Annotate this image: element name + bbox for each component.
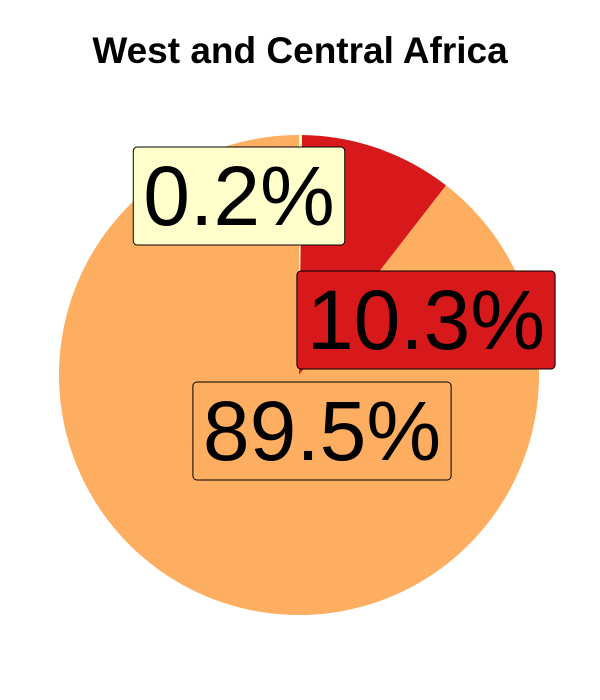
slice-label-text: 10.3% [307,273,545,367]
slice-label-box [132,146,346,246]
slice-data-label: 89.5% [192,381,452,481]
slice-label-text: 89.5% [203,384,441,478]
pie-slice [58,135,539,615]
slice-label-text: 0.2% [143,149,334,243]
slice-data-label: 0.2% [132,146,346,246]
slice-label-box [192,381,452,481]
slice-label-box [296,270,556,370]
slice-data-label: 10.3% [296,270,556,370]
chart-title: West and Central Africa [92,30,508,71]
